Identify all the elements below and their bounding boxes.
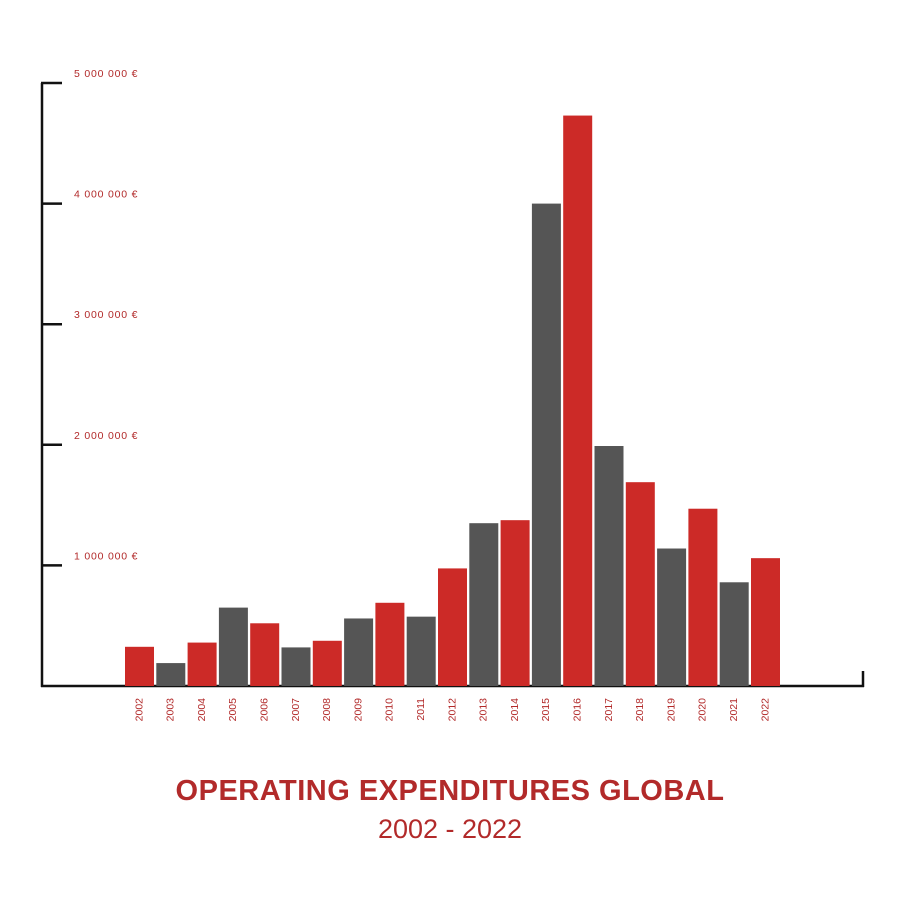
x-tick-label: 2013 (478, 698, 490, 722)
bar-2016 (563, 115, 593, 686)
x-tick-label: 2007 (290, 698, 302, 722)
chart-title: OPERATING EXPENDITURES GLOBAL (175, 775, 725, 807)
x-tick-label: 2022 (759, 698, 771, 722)
y-tick-label: 1 000 000 € (74, 550, 138, 562)
bar-2013 (469, 523, 499, 686)
bar-2014 (500, 520, 530, 686)
y-tick-label: 5 000 000 € (74, 68, 138, 80)
bar-2018 (625, 482, 655, 686)
x-tick-label: 2003 (165, 698, 177, 722)
x-tick-label: 2015 (540, 698, 552, 722)
x-tick-label: 2011 (415, 698, 427, 721)
y-tick-label: 3 000 000 € (74, 309, 138, 321)
x-tick-label: 2010 (384, 698, 396, 722)
bar-2004 (187, 642, 217, 686)
x-tick-label: 2005 (227, 698, 239, 722)
bar-2008 (312, 640, 342, 686)
bar-2010 (375, 602, 405, 686)
x-tick-label: 2016 (571, 698, 583, 722)
x-tick-label: 2002 (133, 698, 145, 722)
bar-2019 (657, 548, 687, 686)
x-tick-label: 2009 (352, 698, 364, 722)
x-tick-label: 2019 (665, 698, 677, 722)
bar-2007 (281, 647, 311, 686)
y-tick-label: 4 000 000 € (74, 189, 138, 201)
bar-2022 (751, 558, 780, 686)
bar-2006 (250, 623, 280, 686)
x-tick-label: 2021 (728, 698, 740, 722)
bar-2009 (344, 618, 374, 686)
x-tick-label: 2014 (509, 698, 521, 722)
bar-2020 (688, 508, 718, 686)
y-tick-label: 2 000 000 € (74, 430, 138, 442)
x-tick-label: 2004 (196, 698, 208, 722)
x-tick-label: 2006 (258, 698, 270, 722)
x-tick-label: 2017 (603, 698, 615, 722)
bar-2012 (438, 568, 467, 686)
x-tick-label: 2012 (446, 698, 458, 722)
bar-2005 (218, 607, 248, 686)
bar-2003 (156, 663, 186, 686)
bar-2021 (719, 582, 749, 686)
x-tick-label: 2018 (634, 698, 646, 722)
chart-subtitle: 2002 - 2022 (377, 814, 523, 844)
bar-2015 (531, 203, 561, 686)
bar-2017 (594, 446, 624, 686)
bar-2011 (406, 616, 436, 686)
x-tick-label: 2020 (697, 698, 709, 722)
bar-2002 (125, 646, 154, 686)
x-tick-label: 2008 (321, 698, 333, 722)
